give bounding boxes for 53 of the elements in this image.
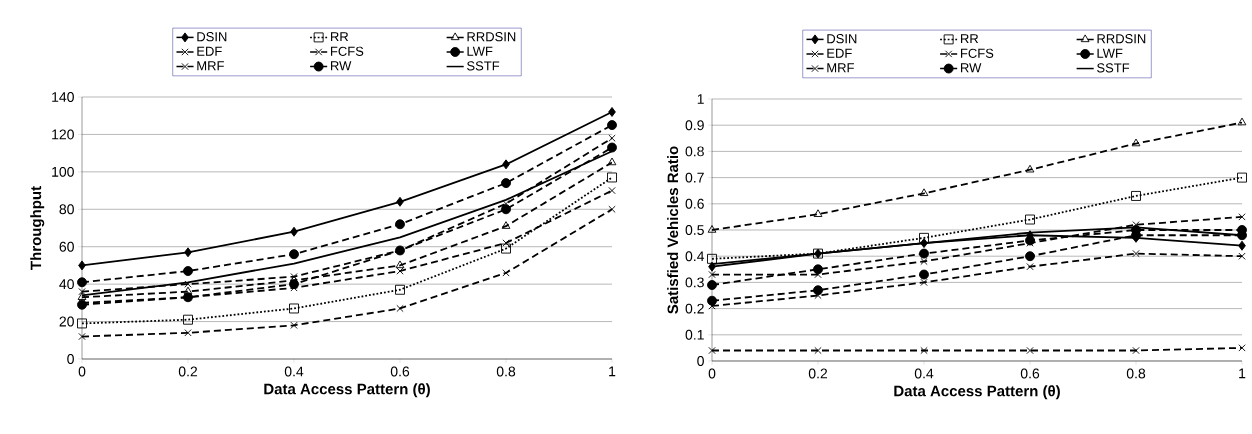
legend-label: FCFS	[331, 46, 364, 56]
x-tick-label: 0	[708, 368, 716, 379]
legend-label: LWF	[467, 46, 493, 56]
y-tick-label: 140	[52, 92, 74, 102]
legend-label: RW	[961, 63, 982, 73]
y-tick-label: 0.3	[685, 277, 704, 288]
y-tick-label: 60	[59, 241, 74, 252]
y-tick-label: 0.5	[685, 225, 704, 235]
x-tick-label: 0.4	[914, 368, 934, 379]
x-axis-title: Data Access Pattern (θ)	[894, 385, 1060, 400]
y-tick-label: 100	[52, 166, 74, 177]
x-tick-label: 1	[609, 366, 616, 377]
legend-label: EDF	[827, 48, 852, 58]
legend-label: RRDSIN	[467, 32, 516, 42]
x-axis-title: Data Access Pattern (θ)	[264, 383, 430, 398]
y-tick-label: 0.9	[685, 120, 704, 131]
legend-label: SSTF	[467, 61, 500, 71]
y-tick-label: 80	[59, 204, 74, 215]
x-tick-label: 0	[78, 366, 86, 377]
legend-label: EDF	[197, 46, 222, 56]
y-tick-label: 0	[697, 356, 704, 366]
y-tick-label: 0.2	[685, 303, 704, 314]
legend-label: DSIN	[197, 32, 227, 42]
y-axis-title: Throughput	[30, 186, 45, 270]
y-tick-label: 0.4	[685, 251, 705, 262]
legend-label: SSTF	[1097, 63, 1130, 73]
legend-label: RR	[331, 32, 349, 42]
x-tick-label: 0.8	[1126, 368, 1146, 379]
legend-label: RRDSIN	[1097, 34, 1146, 44]
y-tick-label: 0	[67, 354, 74, 364]
x-tick-label: 0.8	[496, 366, 516, 377]
y-tick-label: 1	[697, 94, 704, 104]
legend-label: MRF	[197, 61, 224, 71]
y-tick-label: 0.8	[685, 146, 704, 157]
legend-label: RW	[331, 61, 352, 71]
legend-label: RR	[961, 34, 979, 44]
legend-label: DSIN	[827, 34, 857, 44]
y-tick-label: 20	[59, 316, 74, 327]
x-tick-label: 0.2	[178, 366, 198, 377]
x-tick-label: 0.2	[808, 368, 828, 379]
x-tick-label: 0.4	[284, 366, 304, 377]
x-tick-label: 0.6	[390, 366, 410, 377]
legend-label: LWF	[1097, 48, 1123, 58]
y-tick-label: 0.1	[685, 329, 704, 340]
x-tick-label: 0.6	[1020, 368, 1040, 379]
legend-label: MRF	[827, 63, 854, 73]
y-tick-label: 0.7	[685, 172, 704, 183]
y-tick-label: 40	[59, 279, 74, 290]
y-axis-title: Satisfied Vehicles Ratio	[667, 146, 679, 314]
legend-label: FCFS	[961, 48, 994, 58]
x-tick-label: 1	[1239, 368, 1246, 379]
y-tick-label: 120	[52, 129, 74, 140]
y-tick-label: 0.6	[685, 198, 704, 209]
